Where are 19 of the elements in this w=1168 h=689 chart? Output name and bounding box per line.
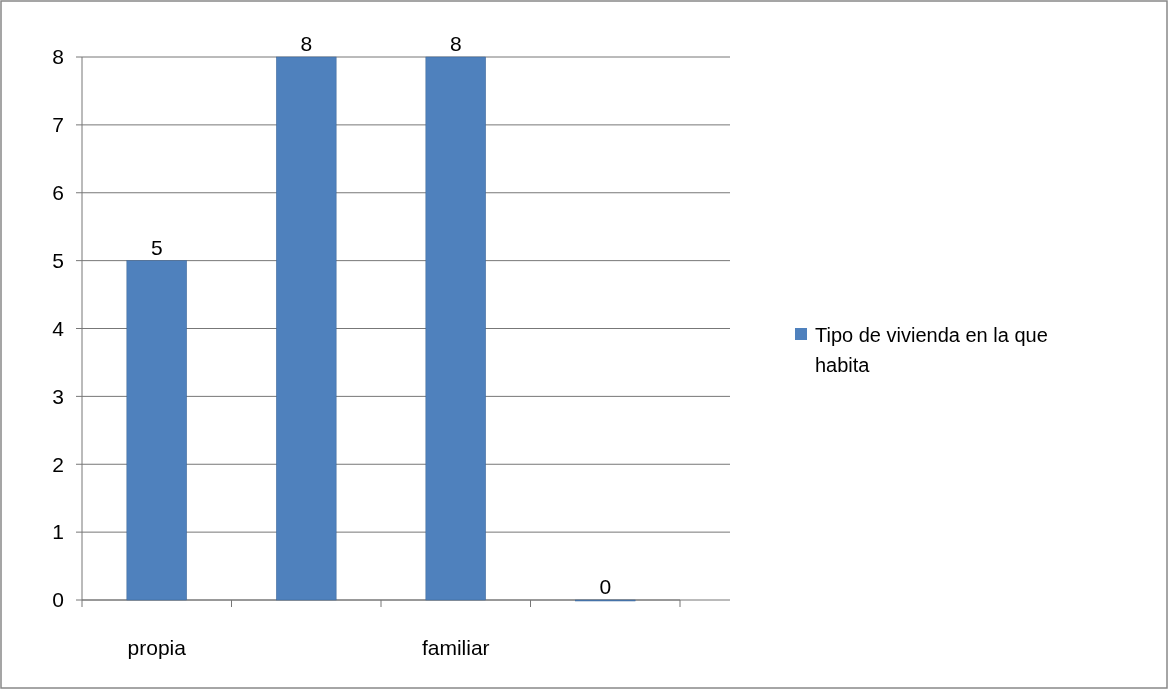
data-label: 8 <box>300 32 313 55</box>
y-tick-label: 1 <box>52 520 64 544</box>
legend-label: Tipo de vivienda en la que habita <box>815 324 1048 376</box>
y-tick-label: 2 <box>52 452 64 476</box>
y-tick-label: 6 <box>52 181 64 205</box>
data-label: 5 <box>150 235 163 259</box>
data-label: 0 <box>599 575 612 598</box>
x-tick-label: propia <box>127 636 187 659</box>
data-label: 8 <box>449 32 462 55</box>
y-tick-label: 4 <box>52 316 65 340</box>
y-tick-label: 3 <box>52 384 64 408</box>
bar <box>276 56 337 601</box>
y-tick-label: 7 <box>52 113 64 137</box>
y-tick-label: 8 <box>52 45 64 69</box>
bar <box>425 56 486 601</box>
y-tick-label: 5 <box>52 248 64 272</box>
bar <box>126 260 187 601</box>
x-tick-label: familiar <box>421 636 490 659</box>
y-tick-label: 0 <box>52 588 64 612</box>
